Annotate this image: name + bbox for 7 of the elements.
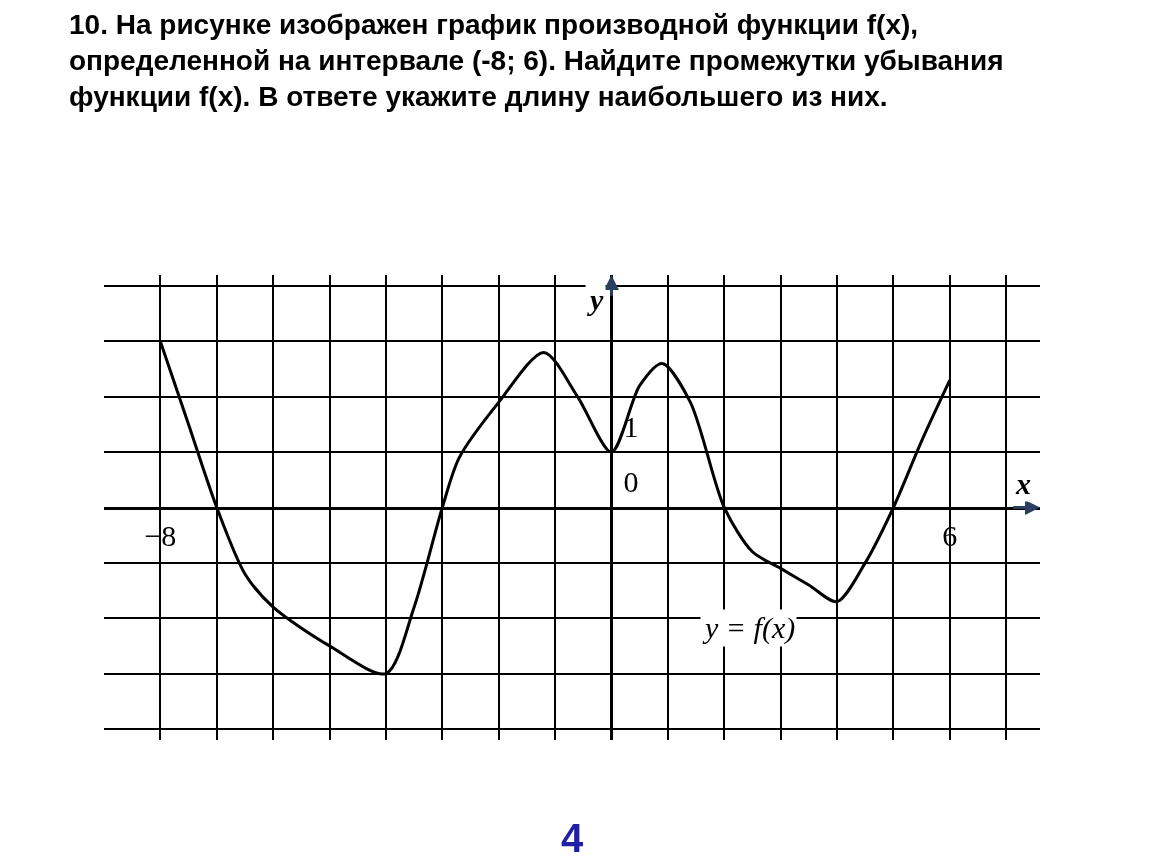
y-axis-title: y bbox=[587, 283, 604, 316]
text: 4 bbox=[561, 816, 584, 860]
chart-title: 10. На рисунке изображен график производной функции f(x), определенной на интервале (-8; 6). Найдите промежутки убывания функции f(x). В ответе укажите длину наибольшего из них. bbox=[69, 8, 1004, 113]
x-axis-title: x bbox=[1015, 467, 1031, 500]
annotation: y = f(x) bbox=[702, 611, 796, 645]
y-tick-label: 0 bbox=[623, 465, 639, 498]
y-tick-label: 1 bbox=[623, 409, 639, 443]
